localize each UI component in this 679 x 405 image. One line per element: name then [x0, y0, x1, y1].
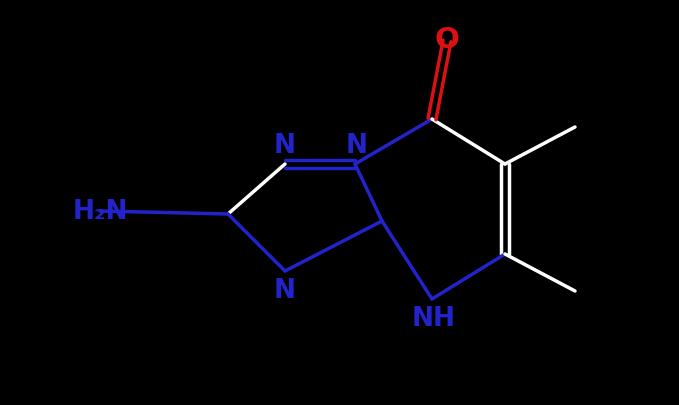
Text: H₂N: H₂N — [72, 198, 128, 224]
Text: N: N — [274, 277, 296, 303]
Text: N: N — [346, 133, 368, 159]
Text: NH: NH — [412, 305, 456, 331]
Text: O: O — [435, 26, 460, 54]
Text: N: N — [274, 133, 296, 159]
